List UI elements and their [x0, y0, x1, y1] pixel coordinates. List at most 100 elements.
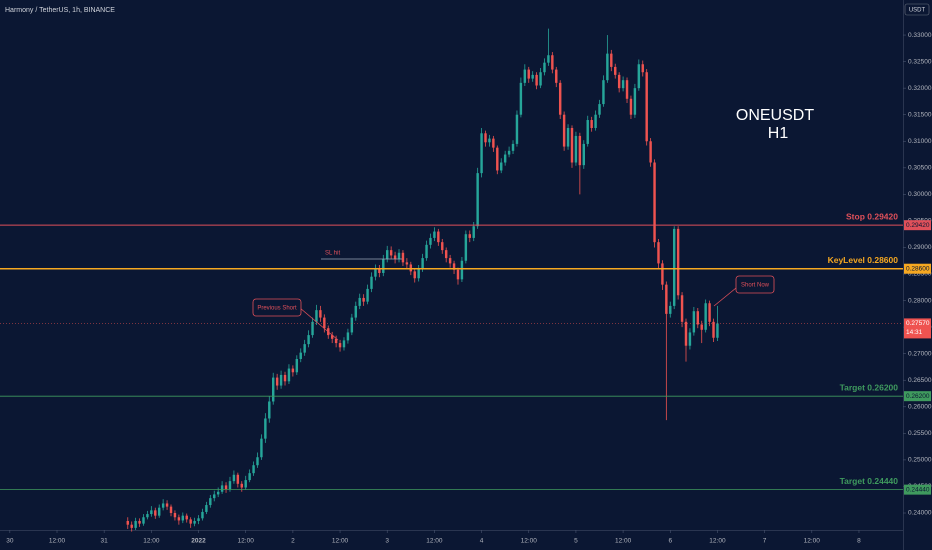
candle-body	[507, 150, 511, 155]
candle-body	[669, 305, 672, 314]
candle-body	[272, 377, 275, 402]
x-tick-label: 7	[763, 538, 767, 545]
y-tick-label: 0.33000	[908, 32, 932, 39]
candle-body	[150, 510, 153, 515]
candle-body	[708, 303, 711, 322]
x-tick-label: 30	[6, 538, 14, 545]
candle-body	[562, 114, 566, 147]
level-axis-box	[904, 391, 931, 402]
y-tick-label: 0.32000	[908, 85, 932, 92]
candle-body	[205, 505, 208, 512]
candle-body	[692, 311, 696, 333]
level-label: Target 0.26200	[840, 382, 899, 392]
y-tick-label: 0.26500	[908, 377, 932, 384]
candle-body	[138, 520, 141, 524]
candle-body	[334, 338, 338, 344]
candle-body	[197, 518, 200, 521]
candle-body	[637, 64, 641, 89]
candle-body	[244, 480, 247, 488]
candle-body	[578, 135, 582, 166]
x-tick-label: 12:00	[804, 538, 821, 545]
candle-body	[209, 498, 212, 506]
y-tick-label: 0.26000	[908, 404, 932, 411]
annotation-line	[299, 307, 339, 341]
x-tick-label: 12:00	[426, 538, 443, 545]
candle-body	[342, 340, 346, 348]
y-tick-label: 0.31000	[908, 138, 932, 145]
candle-body	[401, 252, 405, 263]
candle-body	[177, 517, 181, 521]
candle-body	[295, 358, 299, 373]
y-tick-label: 0.27000	[908, 350, 932, 357]
candle-body	[185, 515, 188, 520]
candle-body	[126, 520, 129, 525]
level-label: KeyLevel 0.28600	[828, 255, 899, 265]
candle-body	[268, 401, 271, 419]
candle-body	[629, 98, 633, 115]
candle-body	[397, 252, 401, 260]
candle-body	[539, 72, 542, 86]
candle-body	[444, 250, 448, 259]
x-tick-label: 3	[385, 538, 389, 545]
candle-body	[704, 303, 707, 330]
level-axis-label: 0.24440	[906, 486, 930, 493]
y-tick-label: 0.30500	[908, 165, 932, 172]
y-tick-label: 0.25000	[908, 457, 932, 464]
x-tick-label: 12:00	[615, 538, 632, 545]
candle-body	[437, 231, 440, 243]
candle-body	[492, 138, 495, 148]
chart-title: Harmony / TetherUS, 1h, BINANCE	[5, 7, 115, 14]
y-tick-label: 0.31500	[908, 111, 932, 118]
candle-body	[523, 69, 527, 83]
candle-body	[684, 321, 688, 346]
y-tick-label: 0.24000	[908, 510, 932, 517]
candle-body	[460, 260, 464, 280]
candle-body	[201, 511, 204, 519]
annotation-box	[735, 275, 775, 294]
candle-body	[260, 438, 263, 458]
candle-body	[283, 374, 287, 382]
candle-body	[657, 242, 660, 264]
candle-body	[330, 335, 334, 339]
candle-body	[500, 162, 503, 171]
candle-body	[566, 127, 570, 147]
x-tick-label: 12:00	[143, 538, 160, 545]
candle-body	[366, 288, 369, 302]
watermark-timeframe: H1	[768, 125, 789, 142]
candle-body	[606, 53, 609, 81]
x-tick-label: 12:00	[521, 538, 538, 545]
candle-body	[173, 513, 177, 518]
y-tick-label: 0.28500	[908, 271, 932, 278]
candle-body	[448, 258, 452, 264]
annotation-previous-short: Previous Short	[252, 298, 339, 341]
candle-body	[374, 268, 377, 277]
candle-body	[232, 474, 236, 482]
x-tick-label: 12:00	[49, 538, 66, 545]
candle-body	[653, 162, 656, 243]
watermark-symbol: ONEUSDT	[736, 107, 814, 124]
last-price-box	[904, 318, 931, 339]
candle-body	[570, 127, 574, 163]
y-tick-label: 0.30000	[908, 191, 932, 198]
candle-body	[240, 483, 243, 488]
plot	[0, 28, 903, 532]
candle-body	[661, 263, 664, 285]
annotation-text: Short Now	[741, 283, 770, 289]
candle-body	[527, 69, 530, 79]
candle-body	[617, 74, 621, 89]
last-price-label: 0.27570	[906, 320, 930, 327]
candle-body	[358, 297, 361, 306]
candle-body	[645, 72, 648, 142]
candle-body	[291, 368, 295, 373]
candle-body	[503, 154, 507, 163]
candle-body	[574, 135, 578, 163]
candle-body	[598, 104, 601, 115]
candle-body	[389, 250, 393, 256]
candle-body	[303, 344, 306, 353]
candle-body	[315, 310, 318, 322]
candle-body	[350, 317, 354, 333]
candle-body	[413, 271, 416, 279]
candle-body	[649, 141, 652, 163]
